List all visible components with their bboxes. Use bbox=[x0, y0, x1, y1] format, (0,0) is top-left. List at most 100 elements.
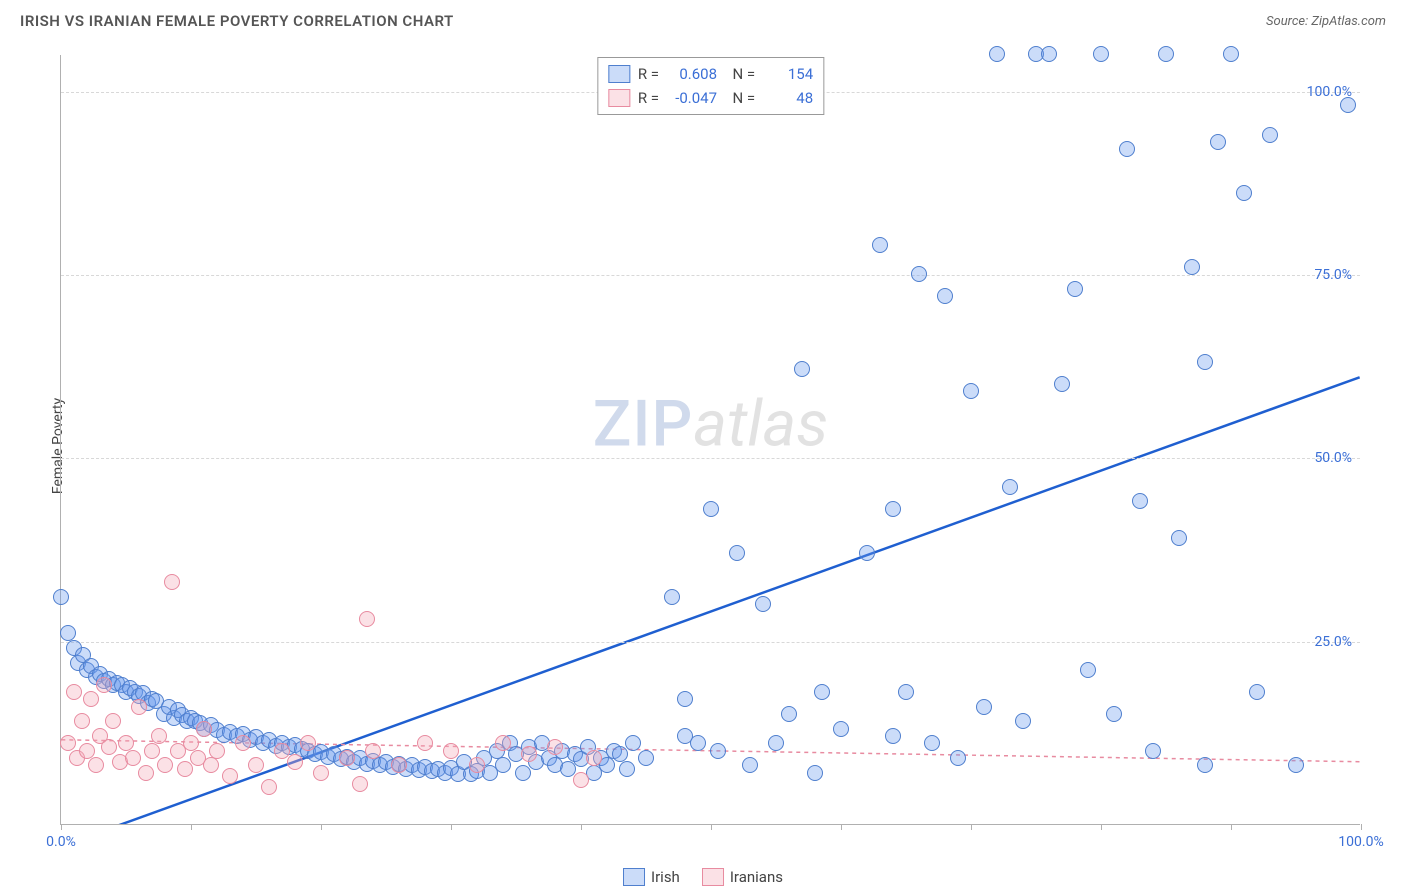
data-point bbox=[1288, 757, 1304, 773]
data-point bbox=[833, 721, 849, 737]
stat-label: R = bbox=[638, 86, 659, 110]
data-point bbox=[101, 739, 117, 755]
data-point bbox=[131, 699, 147, 715]
data-point bbox=[300, 735, 316, 751]
data-point bbox=[138, 765, 154, 781]
data-point bbox=[1223, 46, 1239, 62]
data-point bbox=[677, 691, 693, 707]
data-point bbox=[989, 46, 1005, 62]
x-tick bbox=[451, 824, 452, 830]
data-point bbox=[60, 735, 76, 751]
data-point bbox=[521, 746, 537, 762]
data-point bbox=[859, 545, 875, 561]
data-point bbox=[287, 754, 303, 770]
y-tick-label: 25.0% bbox=[1314, 634, 1352, 650]
data-point bbox=[417, 735, 433, 751]
data-point bbox=[664, 589, 680, 605]
data-point bbox=[157, 757, 173, 773]
data-point bbox=[1015, 713, 1031, 729]
data-point bbox=[74, 713, 90, 729]
data-point bbox=[976, 699, 992, 715]
data-point bbox=[872, 237, 888, 253]
data-point bbox=[469, 757, 485, 773]
y-tick-label: 75.0% bbox=[1314, 267, 1352, 283]
stat-r-value: -0.047 bbox=[667, 86, 717, 110]
data-point bbox=[1158, 46, 1174, 62]
data-point bbox=[710, 743, 726, 759]
data-point bbox=[365, 743, 381, 759]
x-tick bbox=[321, 824, 322, 830]
x-tick bbox=[1231, 824, 1232, 830]
data-point bbox=[359, 611, 375, 627]
data-point bbox=[209, 743, 225, 759]
data-point bbox=[66, 684, 82, 700]
data-point bbox=[1041, 46, 1057, 62]
data-point bbox=[781, 706, 797, 722]
data-point bbox=[339, 750, 355, 766]
data-point bbox=[1106, 706, 1122, 722]
stat-r-value: 0.608 bbox=[667, 62, 717, 86]
legend: Irish Iranians bbox=[623, 868, 783, 886]
data-point bbox=[144, 743, 160, 759]
data-point bbox=[1210, 134, 1226, 150]
data-point bbox=[495, 757, 511, 773]
data-point bbox=[235, 735, 251, 751]
data-point bbox=[573, 772, 589, 788]
stat-n-value: 154 bbox=[763, 62, 813, 86]
data-point bbox=[1080, 662, 1096, 678]
data-point bbox=[814, 684, 830, 700]
data-point bbox=[937, 288, 953, 304]
data-point bbox=[83, 691, 99, 707]
data-point bbox=[1002, 479, 1018, 495]
plot-area: ZIPatlas R =0.608 N =154R =-0.047 N =48 … bbox=[60, 55, 1360, 825]
x-tick bbox=[61, 824, 62, 830]
data-point bbox=[1340, 97, 1356, 113]
x-tick-label: 0.0% bbox=[46, 834, 76, 850]
legend-swatch bbox=[623, 868, 645, 886]
data-point bbox=[1197, 354, 1213, 370]
gridline bbox=[61, 642, 1360, 643]
stats-box: R =0.608 N =154R =-0.047 N =48 bbox=[597, 57, 824, 115]
legend-label: Iranians bbox=[730, 868, 783, 886]
data-point bbox=[1054, 376, 1070, 392]
data-point bbox=[950, 750, 966, 766]
stats-row: R =0.608 N =154 bbox=[608, 62, 813, 86]
legend-label: Irish bbox=[651, 868, 680, 886]
data-point bbox=[1197, 757, 1213, 773]
chart-source: Source: ZipAtlas.com bbox=[1266, 14, 1386, 29]
data-point bbox=[911, 266, 927, 282]
data-point bbox=[125, 750, 141, 766]
data-point bbox=[164, 574, 180, 590]
x-tick bbox=[191, 824, 192, 830]
data-point bbox=[1171, 530, 1187, 546]
data-point bbox=[612, 746, 628, 762]
data-point bbox=[248, 757, 264, 773]
gridline bbox=[61, 458, 1360, 459]
data-point bbox=[151, 728, 167, 744]
data-point bbox=[88, 757, 104, 773]
x-tick-label: 100.0% bbox=[1338, 834, 1383, 850]
data-point bbox=[1145, 743, 1161, 759]
data-point bbox=[79, 743, 95, 759]
legend-swatch bbox=[608, 65, 630, 83]
data-point bbox=[53, 589, 69, 605]
data-point bbox=[352, 776, 368, 792]
data-point bbox=[1093, 46, 1109, 62]
x-tick bbox=[841, 824, 842, 830]
data-point bbox=[742, 757, 758, 773]
data-point bbox=[898, 684, 914, 700]
data-point bbox=[638, 750, 654, 766]
data-point bbox=[60, 625, 76, 641]
stat-n-value: 48 bbox=[763, 86, 813, 110]
data-point bbox=[794, 361, 810, 377]
data-point bbox=[963, 383, 979, 399]
data-point bbox=[515, 765, 531, 781]
data-point bbox=[196, 721, 212, 737]
legend-item: Irish bbox=[623, 868, 680, 886]
trend-lines bbox=[61, 55, 1360, 824]
data-point bbox=[1184, 259, 1200, 275]
data-point bbox=[177, 761, 193, 777]
data-point bbox=[807, 765, 823, 781]
x-tick bbox=[581, 824, 582, 830]
data-point bbox=[755, 596, 771, 612]
